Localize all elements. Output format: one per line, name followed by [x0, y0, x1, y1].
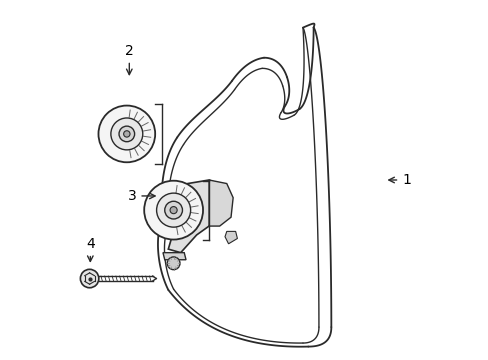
Circle shape: [164, 201, 182, 219]
Text: 1: 1: [388, 173, 410, 187]
Polygon shape: [163, 253, 185, 260]
Circle shape: [144, 181, 203, 239]
Polygon shape: [168, 180, 224, 253]
Polygon shape: [224, 231, 237, 244]
Circle shape: [98, 105, 155, 162]
Circle shape: [123, 131, 130, 137]
Circle shape: [119, 126, 134, 142]
Circle shape: [80, 269, 99, 288]
Text: 2: 2: [124, 44, 133, 75]
Text: 4: 4: [86, 237, 95, 261]
Circle shape: [170, 207, 177, 214]
Circle shape: [167, 257, 180, 270]
Circle shape: [111, 118, 142, 150]
Circle shape: [156, 193, 190, 227]
Text: 3: 3: [127, 189, 155, 203]
Polygon shape: [209, 180, 233, 226]
